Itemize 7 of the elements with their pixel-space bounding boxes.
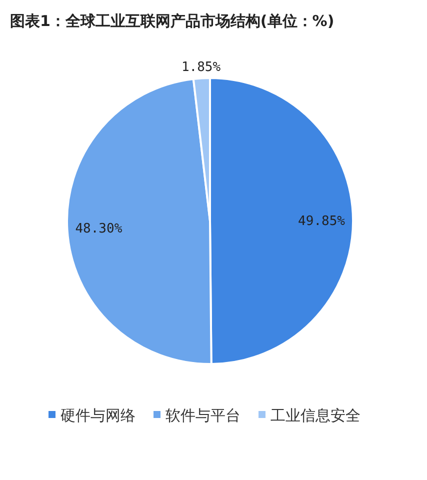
- legend-label: 工业信息安全: [270, 406, 360, 424]
- legend-label: 软件与平台: [166, 406, 240, 424]
- data-label: 1.85%: [181, 60, 221, 75]
- chart-title: 图表1：全球工业互联网产品市场结构(单位：%): [10, 12, 334, 30]
- legend-label: 硬件与网络: [60, 406, 136, 424]
- data-label: 49.85%: [298, 214, 346, 230]
- data-label: 48.30%: [75, 222, 122, 237]
